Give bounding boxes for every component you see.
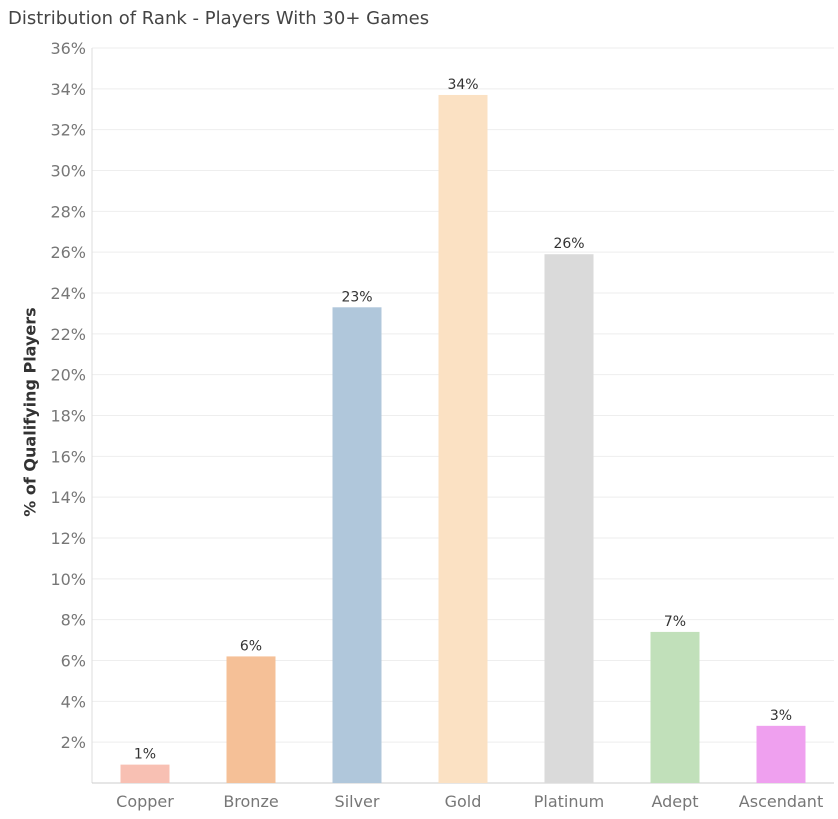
bar-gold (438, 94, 488, 784)
x-tick-label: Platinum (534, 792, 604, 811)
y-tick-label: 18% (50, 407, 86, 426)
bar-copper (120, 764, 170, 783)
bar-platinum (544, 254, 594, 784)
data-label: 7% (664, 614, 686, 630)
y-tick-label: 32% (50, 121, 86, 140)
y-tick-label: 2% (61, 733, 86, 752)
y-tick-label: 30% (50, 162, 86, 181)
bar-silver (332, 307, 382, 783)
y-tick-label: 4% (61, 692, 86, 711)
y-tick-label: 36% (50, 39, 86, 58)
x-tick-label: Ascendant (739, 792, 823, 811)
chart-title: Distribution of Rank - Players With 30+ … (8, 8, 430, 29)
bar-ascendant (756, 725, 806, 783)
y-tick-label: 6% (61, 652, 86, 671)
data-label: 3% (770, 708, 792, 724)
y-tick-label: 14% (50, 488, 86, 507)
data-label: 1% (134, 747, 156, 763)
x-tick-label: Silver (335, 792, 380, 811)
y-tick-label: 16% (50, 447, 86, 466)
bar-bronze (226, 656, 276, 783)
data-label: 23% (341, 289, 372, 305)
data-label: 6% (240, 638, 262, 654)
x-tick-label: Gold (445, 792, 482, 811)
y-tick-label: 8% (61, 611, 86, 630)
y-tick-label: 12% (50, 529, 86, 548)
y-tick-label: 10% (50, 570, 86, 589)
x-tick-label: Adept (651, 792, 698, 811)
y-tick-label: 34% (50, 80, 86, 99)
x-tick-label: Copper (116, 792, 174, 811)
bar-adept (650, 631, 700, 783)
x-tick-label: Bronze (223, 792, 278, 811)
y-tick-label: 20% (50, 366, 86, 385)
y-tick-label: 26% (50, 243, 86, 262)
y-tick-label: 28% (50, 202, 86, 221)
y-tick-label: 24% (50, 284, 86, 303)
y-tick-label: 22% (50, 325, 86, 344)
data-label: 26% (553, 236, 584, 252)
data-label: 34% (447, 77, 478, 93)
